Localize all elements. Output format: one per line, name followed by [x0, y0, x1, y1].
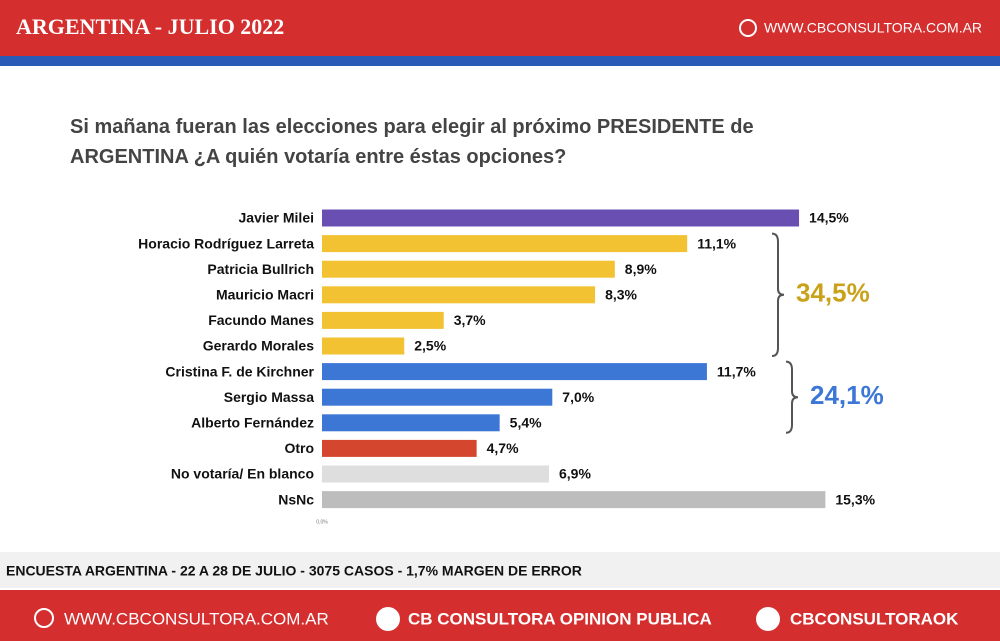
category-label: Cristina F. de Kirchner	[165, 363, 314, 379]
group-bracket	[771, 232, 785, 357]
value-label: 3,7%	[454, 312, 486, 328]
value-label: 8,9%	[625, 261, 657, 277]
value-label: 14,5%	[809, 210, 849, 226]
footer-facebook[interactable]: CB CONSULTORA OPINION PUBLICA	[408, 609, 712, 628]
header-url[interactable]: WWW.CBCONSULTORA.COM.AR	[764, 20, 982, 36]
value-label: 8,3%	[605, 287, 637, 303]
question-box: Si mañana fueran las elecciones para ele…	[70, 116, 754, 168]
bar	[322, 388, 553, 406]
twitter-icon	[756, 607, 780, 631]
bar	[322, 286, 596, 304]
survey-note: ENCUESTA ARGENTINA - 22 A 28 DE JULIO - …	[6, 563, 582, 579]
group-total: 24,1%	[810, 380, 884, 410]
category-label: Javier Milei	[239, 210, 315, 226]
category-label: Gerardo Morales	[203, 338, 314, 354]
bar	[322, 260, 615, 278]
value-label: 15,3%	[835, 491, 875, 507]
chart-title: Si mañana fueran las elecciones para ele…	[70, 116, 754, 168]
category-label: Alberto Fernández	[191, 415, 314, 431]
value-label: 6,9%	[559, 466, 591, 482]
category-label: Horacio Rodríguez Larreta	[138, 235, 314, 251]
value-label: 2,5%	[414, 338, 446, 354]
category-label: Otro	[284, 440, 314, 456]
x-tick-label: 0,0%	[316, 519, 328, 525]
category-label: NsNc	[278, 491, 314, 507]
bar	[322, 439, 477, 457]
footer-web[interactable]: WWW.CBCONSULTORA.COM.AR	[64, 609, 329, 628]
header-band	[0, 0, 1000, 56]
group-total: 34,5%	[796, 278, 870, 308]
bar	[322, 491, 826, 509]
category-label: Sergio Massa	[224, 389, 314, 405]
bar	[322, 414, 500, 432]
value-label: 11,7%	[717, 363, 756, 379]
value-label: 7,0%	[562, 389, 594, 405]
header-title: ARGENTINA - JULIO 2022	[16, 14, 284, 39]
value-label: 4,7%	[487, 440, 519, 456]
bar	[322, 209, 800, 227]
category-label: Mauricio Macri	[216, 287, 314, 303]
web-icon	[34, 608, 54, 628]
category-label: No votaría/ En blanco	[171, 466, 314, 482]
bar	[322, 363, 707, 381]
bar	[322, 465, 550, 483]
value-label: 11,1%	[697, 235, 736, 251]
bar	[322, 311, 444, 329]
footer-band	[0, 590, 1000, 641]
bar	[322, 337, 405, 355]
value-label: 5,4%	[510, 415, 542, 431]
footer-twitter[interactable]: CBCONSULTORAOK	[790, 609, 959, 628]
bar	[322, 235, 688, 253]
category-label: Patricia Bullrich	[207, 261, 314, 277]
group-bracket	[785, 360, 799, 434]
logo-icon	[739, 19, 757, 37]
note-strip	[0, 552, 1000, 588]
header-stripe	[0, 56, 1000, 66]
facebook-icon	[376, 607, 400, 631]
category-label: Facundo Manes	[208, 312, 314, 328]
